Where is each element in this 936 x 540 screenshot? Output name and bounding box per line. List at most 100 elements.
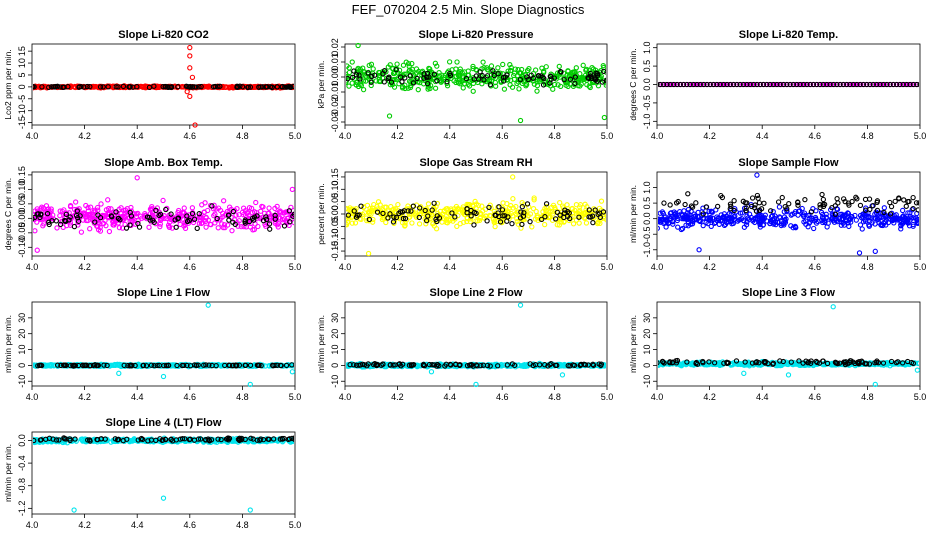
data-point-subset bbox=[597, 214, 603, 221]
data-point-all bbox=[454, 223, 460, 229]
x-tick-label: 4.4 bbox=[756, 131, 769, 141]
data-point-subset bbox=[399, 79, 405, 85]
panel-title: Slope Li-820 CO2 bbox=[118, 29, 208, 41]
data-point-all bbox=[860, 211, 866, 217]
data-point-subset bbox=[175, 84, 181, 90]
data-point-subset bbox=[524, 201, 531, 207]
data-point-all bbox=[87, 204, 94, 210]
data-point-all bbox=[394, 61, 400, 67]
y-axis-label: ml/min per min. bbox=[628, 185, 638, 243]
data-point-all bbox=[360, 86, 367, 93]
data-point-subset bbox=[353, 362, 360, 368]
data-point-all bbox=[409, 60, 415, 67]
data-point-all bbox=[365, 209, 372, 215]
data-point-subset bbox=[95, 362, 102, 369]
points bbox=[658, 357, 919, 369]
data-point-subset bbox=[406, 362, 413, 368]
data-point-all bbox=[598, 67, 604, 74]
data-point-all bbox=[563, 82, 569, 88]
panel-title: Slope Line 1 Flow bbox=[117, 287, 210, 299]
y-tick-label: -1.0 bbox=[642, 242, 652, 258]
data-point-all bbox=[514, 218, 520, 225]
x-tick-label: 4.2 bbox=[703, 262, 716, 272]
data-point-subset bbox=[554, 362, 560, 368]
y-tick-label: 0 bbox=[17, 84, 27, 89]
data-point-subset bbox=[770, 361, 776, 367]
data-point-subset bbox=[589, 75, 595, 81]
data-point-all bbox=[426, 65, 432, 72]
data-point-all bbox=[460, 85, 466, 91]
data-point-subset bbox=[147, 217, 153, 223]
data-point-subset bbox=[870, 81, 877, 88]
data-point-all bbox=[491, 219, 497, 225]
data-point-subset bbox=[424, 81, 431, 87]
data-point-subset bbox=[125, 362, 131, 369]
data-point-subset bbox=[108, 213, 114, 219]
data-point-all bbox=[375, 199, 382, 205]
data-point-subset bbox=[832, 211, 839, 217]
points bbox=[33, 435, 294, 446]
x-tick-label: 4.4 bbox=[756, 262, 769, 272]
data-point-subset bbox=[385, 215, 391, 221]
data-point-subset bbox=[175, 215, 182, 221]
data-point-all bbox=[803, 221, 809, 227]
data-point-all bbox=[501, 362, 508, 368]
data-point-all bbox=[416, 221, 423, 227]
data-point-subset bbox=[396, 361, 402, 367]
y-tick-label: -0.5 bbox=[642, 95, 652, 111]
data-point-subset bbox=[156, 212, 162, 219]
data-point-subset bbox=[242, 362, 248, 368]
data-point-all bbox=[238, 224, 244, 230]
x-tick-label: 4.2 bbox=[703, 131, 716, 141]
data-point-subset bbox=[728, 203, 734, 209]
data-point-subset bbox=[100, 84, 106, 90]
data-point-subset bbox=[803, 358, 809, 364]
data-point-subset bbox=[743, 205, 749, 211]
data-point-all bbox=[408, 79, 414, 85]
data-point-subset bbox=[542, 362, 548, 368]
data-point-all bbox=[513, 203, 519, 210]
data-point-all bbox=[272, 205, 278, 212]
data-point-all bbox=[284, 209, 290, 215]
data-point-subset bbox=[187, 363, 194, 369]
data-point-all bbox=[532, 67, 539, 73]
x-tick-label: 4.2 bbox=[78, 520, 91, 530]
data-point-all bbox=[555, 82, 561, 88]
data-point-subset bbox=[800, 81, 807, 88]
data-point-all bbox=[128, 204, 134, 211]
data-point-subset bbox=[910, 194, 916, 201]
x-tick-label: 4.6 bbox=[809, 131, 822, 141]
y-tick-label: -0.02 bbox=[330, 97, 340, 118]
data-point-all bbox=[737, 216, 743, 223]
data-point-all bbox=[598, 198, 605, 204]
data-point-all bbox=[531, 195, 537, 201]
data-point-subset bbox=[421, 71, 427, 77]
data-point-subset bbox=[148, 362, 155, 368]
data-point-subset bbox=[444, 79, 450, 85]
data-point-all bbox=[822, 219, 828, 226]
data-point-all bbox=[534, 214, 541, 220]
data-point-all bbox=[457, 221, 463, 227]
plot-frame bbox=[656, 171, 921, 257]
data-point-all bbox=[292, 363, 294, 369]
data-point-subset bbox=[429, 362, 435, 368]
panel-title: Slope Amb. Box Temp. bbox=[104, 157, 223, 169]
data-point-subset bbox=[75, 218, 82, 224]
data-point-all bbox=[270, 213, 276, 219]
data-point-subset bbox=[717, 81, 723, 88]
data-point-subset bbox=[857, 81, 863, 88]
data-point-subset bbox=[528, 72, 534, 78]
outlier-point bbox=[473, 381, 479, 388]
y-tick-label: 0 bbox=[330, 363, 340, 368]
data-point-subset bbox=[105, 84, 111, 90]
data-point-all bbox=[455, 80, 462, 86]
data-point-all bbox=[589, 65, 595, 71]
data-point-subset bbox=[775, 199, 782, 205]
data-point-subset bbox=[38, 211, 44, 217]
data-point-subset bbox=[572, 80, 578, 87]
data-point-all bbox=[536, 78, 543, 84]
x-tick-label: 4.0 bbox=[26, 392, 39, 402]
data-point-subset bbox=[203, 362, 209, 368]
data-point-subset bbox=[840, 81, 847, 88]
x-tick-label: 4.2 bbox=[391, 131, 404, 141]
